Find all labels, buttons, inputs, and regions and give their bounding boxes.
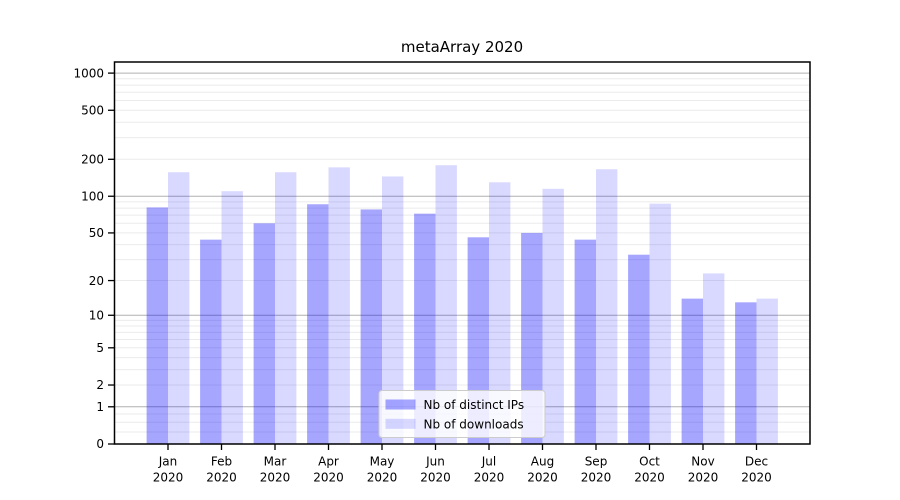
y-tick-label: 10 (89, 308, 104, 322)
legend-box (378, 390, 546, 438)
x-tick-label: Dec 2020 (741, 455, 772, 485)
y-tick-label: 0 (96, 437, 104, 451)
bar (328, 167, 350, 444)
bar (574, 239, 596, 444)
y-tick-label: 500 (81, 103, 104, 117)
legend-label-distinct-ips: Nb of distinct IPs (424, 398, 525, 412)
bar (275, 172, 297, 444)
x-tick-label: Feb 2020 (206, 455, 237, 485)
bar (649, 203, 671, 444)
x-tick-label: Oct 2020 (634, 455, 665, 485)
y-tick-label: 50 (89, 226, 104, 240)
bar (360, 209, 382, 444)
y-tick-label: 100 (81, 189, 104, 203)
bar (735, 302, 757, 444)
y-tick-label: 200 (81, 152, 104, 166)
bar (307, 204, 329, 444)
bar (168, 172, 190, 444)
x-tick-label: Jan 2020 (153, 455, 184, 485)
x-tick-label: Apr 2020 (313, 455, 344, 485)
x-tick-label: May 2020 (367, 455, 398, 485)
bar (146, 207, 168, 444)
y-tick-label: 2 (96, 378, 104, 392)
y-axis-ticks: 0 1 2 5 10 20 50 100 200 500 1000 (73, 66, 115, 451)
y-tick-label: 1000 (73, 66, 104, 80)
x-tick-label: Aug 2020 (527, 455, 558, 485)
x-tick-label: Sep 2020 (581, 455, 612, 485)
x-tick-label: Mar 2020 (260, 455, 291, 485)
bar (756, 298, 778, 444)
bar (681, 298, 703, 444)
minor-gridlines (114, 78, 810, 433)
x-tick-label: Jul 2020 (474, 455, 505, 485)
y-tick-label: 20 (89, 274, 104, 288)
bar (382, 176, 404, 445)
bar-series-group (146, 165, 778, 445)
bar (542, 188, 564, 444)
bar (435, 165, 457, 444)
bar (596, 169, 618, 444)
legend: Nb of distinct IPs Nb of downloads (378, 390, 546, 438)
bar (628, 254, 650, 444)
legend-label-downloads: Nb of downloads (424, 417, 524, 431)
bar (414, 213, 436, 444)
bar (489, 182, 511, 444)
y-tick-label: 1 (96, 400, 104, 414)
legend-swatch-downloads (385, 418, 416, 429)
x-tick-label: Jun 2020 (420, 455, 451, 485)
x-axis-ticks: Jan 2020 Feb 2020 Mar 2020 Apr 2020 May 2020 Jun 20… (153, 444, 772, 485)
legend-swatch-distinct-ips (385, 399, 416, 410)
y-tick-label: 5 (96, 341, 104, 355)
bar (253, 223, 275, 444)
bar (221, 191, 243, 444)
bar (200, 239, 222, 444)
x-tick-label: Nov 2020 (688, 455, 719, 485)
chart-title: metaArray 2020 (401, 38, 523, 56)
plot-border (113, 61, 811, 445)
bar (703, 273, 725, 444)
